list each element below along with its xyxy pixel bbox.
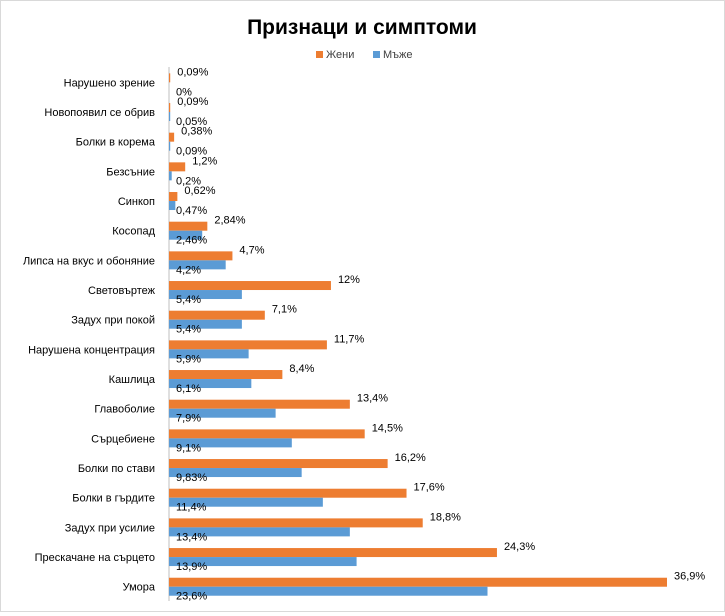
bar-women [169,251,233,261]
data-label-men: 4,2% [176,264,201,276]
bar-women [169,548,497,558]
bar-men [169,141,171,151]
legend-swatch-women [316,51,323,58]
data-label-women: 17,6% [414,482,445,494]
category-label: Новопоявил се обрив [44,107,155,119]
data-label-men: 0,05% [176,116,207,128]
data-label-men: 0,2% [176,175,201,187]
bar-women [169,192,178,202]
data-label-men: 0,47% [176,205,207,217]
bar-men [169,527,350,537]
category-label: Липса на вкус и обоняние [23,255,155,267]
bar-women [169,310,265,320]
bar-women [169,132,175,142]
data-label-women: 14,5% [372,422,403,434]
data-label-women: 12% [338,274,360,286]
data-label-men: 9,1% [176,442,201,454]
category-label: Нарушено зрение [64,77,155,89]
category-label: Умора [123,582,156,594]
category-label: Сърцебиене [91,433,155,445]
category-label: Кашлица [109,374,156,386]
category-label: Синкоп [118,196,155,208]
bar-women [169,221,208,231]
data-label-women: 16,2% [395,452,426,464]
data-label-women: 0,09% [177,96,208,108]
category-label: Световъртеж [88,285,156,297]
data-label-men: 13,4% [176,531,207,543]
category-label: Задух при усилие [65,522,155,534]
bar-men [169,260,226,270]
category-label: Главоболие [94,404,155,416]
data-label-men: 6,1% [176,383,201,395]
bar-women [169,488,407,498]
data-label-men: 0,09% [176,146,207,158]
legend-label-women: Жени [326,49,354,61]
data-label-men: 9,83% [176,472,207,484]
bar-men [169,112,171,122]
bar-women [169,162,186,172]
bar-men [169,319,242,329]
bar-men [169,379,252,389]
data-label-women: 0,09% [177,66,208,78]
category-label: Болки по стави [78,463,155,475]
bar-men [169,349,249,359]
bar-women [169,103,171,113]
data-label-men: 5,9% [176,353,201,365]
data-label-men: 5,4% [176,324,201,336]
data-label-women: 13,4% [357,393,388,405]
bar-women [169,73,171,83]
data-label-women: 2,84% [214,215,245,227]
category-label: Нарушена концентрация [28,344,155,356]
category-label: Безсъние [106,166,155,178]
bar-women [169,459,388,469]
bar-women [169,429,365,439]
data-label-women: 11,7% [334,333,365,345]
bar-men [169,201,176,211]
chart-title: Признаци и симптоми [247,16,477,39]
category-label: Болки в гърдите [72,493,155,505]
data-label-women: 18,8% [430,511,461,523]
bar-men [169,586,488,596]
category-label: Косопад [112,226,155,238]
bar-men [169,171,172,181]
data-label-women: 0,38% [181,126,212,138]
data-label-women: 8,4% [289,363,314,375]
legend-label-men: Мъже [383,49,413,61]
data-label-women: 1,2% [192,155,217,167]
data-label-men: 5,4% [176,294,201,306]
bar-women [169,577,667,587]
bar-women [169,281,331,291]
bar-men [169,230,203,240]
data-label-women: 4,7% [239,244,264,256]
bar-women [169,370,283,380]
bar-women [169,399,350,409]
data-label-men: 13,9% [176,561,207,573]
category-label: Прескачане на сърцето [35,552,155,564]
data-label-women: 24,3% [504,541,535,553]
legend-swatch-men [373,51,380,58]
bar-women [169,518,423,528]
data-label-men: 23,6% [176,591,207,603]
bar-men [169,557,357,567]
bar-men [169,497,323,507]
bar-men [169,438,292,448]
data-label-men: 2,46% [176,235,207,247]
data-label-men: 11,4% [176,502,207,514]
bar-men [169,290,242,300]
data-label-women: 0,62% [184,185,215,197]
bar-men [169,468,302,478]
data-label-men: 0% [176,86,192,98]
legend: Жени Мъже [316,49,413,61]
bar-women [169,340,327,350]
data-label-men: 7,9% [176,413,201,425]
data-label-women: 7,1% [272,304,297,316]
category-label: Болки в корема [76,137,156,149]
category-label: Задух при покой [71,315,155,327]
bar-men [169,408,276,418]
data-label-women: 36,9% [674,571,705,583]
